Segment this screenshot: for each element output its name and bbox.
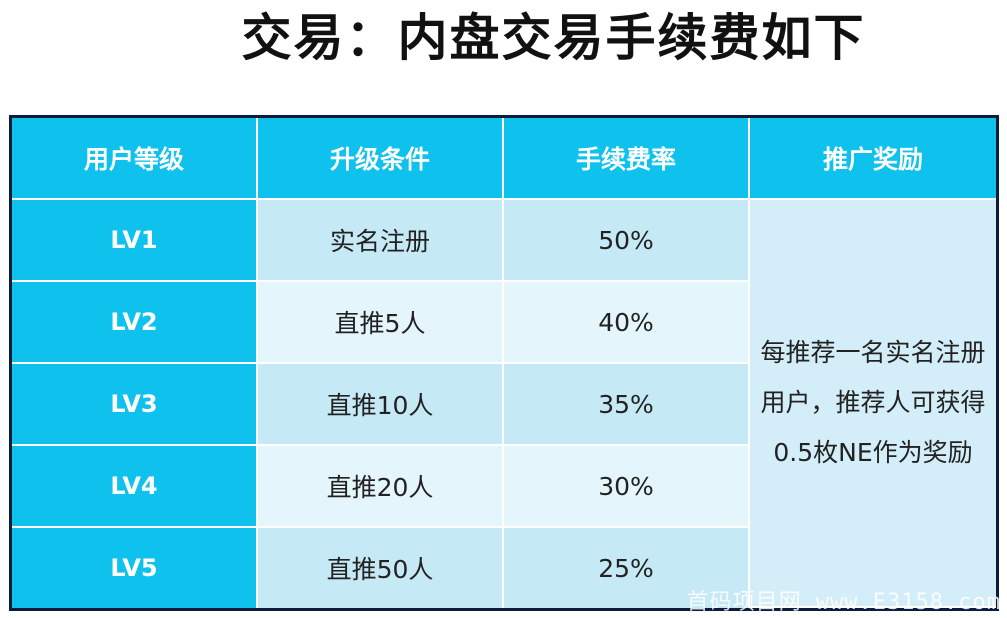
level-cell: LV4 bbox=[12, 446, 258, 528]
level-cell: LV1 bbox=[12, 200, 258, 282]
header-user-level: 用户等级 bbox=[12, 118, 258, 200]
table-header-row: 用户等级 升级条件 手续费率 推广奖励 bbox=[12, 118, 996, 200]
fee-cell: 30% bbox=[504, 446, 750, 528]
fee-table: 用户等级 升级条件 手续费率 推广奖励 LV1 实名注册 50% 每推荐一名实名… bbox=[12, 118, 996, 608]
watermark-text: 首码项目网 www.E3158.com bbox=[686, 590, 1001, 615]
header-upgrade-condition: 升级条件 bbox=[258, 118, 504, 200]
fee-cell: 25% bbox=[504, 528, 750, 608]
level-cell: LV2 bbox=[12, 282, 258, 364]
fee-cell: 50% bbox=[504, 200, 750, 282]
table-row: LV3 直推10人 35% bbox=[12, 364, 996, 446]
condition-cell: 直推50人 bbox=[258, 528, 504, 608]
table-row: LV4 直推20人 30% bbox=[12, 446, 996, 528]
header-promotion-reward: 推广奖励 bbox=[750, 118, 996, 200]
table-row: LV2 直推5人 40% bbox=[12, 282, 996, 364]
fee-cell: 35% bbox=[504, 364, 750, 446]
level-cell: LV5 bbox=[12, 528, 258, 608]
page-title: 交易：内盘交易手续费如下 bbox=[241, 9, 866, 67]
table-row: LV1 实名注册 50% 每推荐一名实名注册用户，推荐人可获得0.5枚NE作为奖… bbox=[12, 200, 996, 608]
fee-cell: 40% bbox=[504, 282, 750, 364]
condition-cell: 直推10人 bbox=[258, 364, 504, 446]
condition-cell: 实名注册 bbox=[258, 200, 504, 282]
header-fee-rate: 手续费率 bbox=[504, 118, 750, 200]
condition-cell: 直推5人 bbox=[258, 282, 504, 364]
level-cell: LV3 bbox=[12, 364, 258, 446]
reward-cell: 每推荐一名实名注册用户，推荐人可获得0.5枚NE作为奖励 bbox=[750, 200, 996, 608]
condition-cell: 直推20人 bbox=[258, 446, 504, 528]
fee-table-frame: 用户等级 升级条件 手续费率 推广奖励 LV1 实名注册 50% 每推荐一名实名… bbox=[9, 115, 999, 611]
table-row: LV5 直推50人 25% bbox=[12, 528, 996, 608]
